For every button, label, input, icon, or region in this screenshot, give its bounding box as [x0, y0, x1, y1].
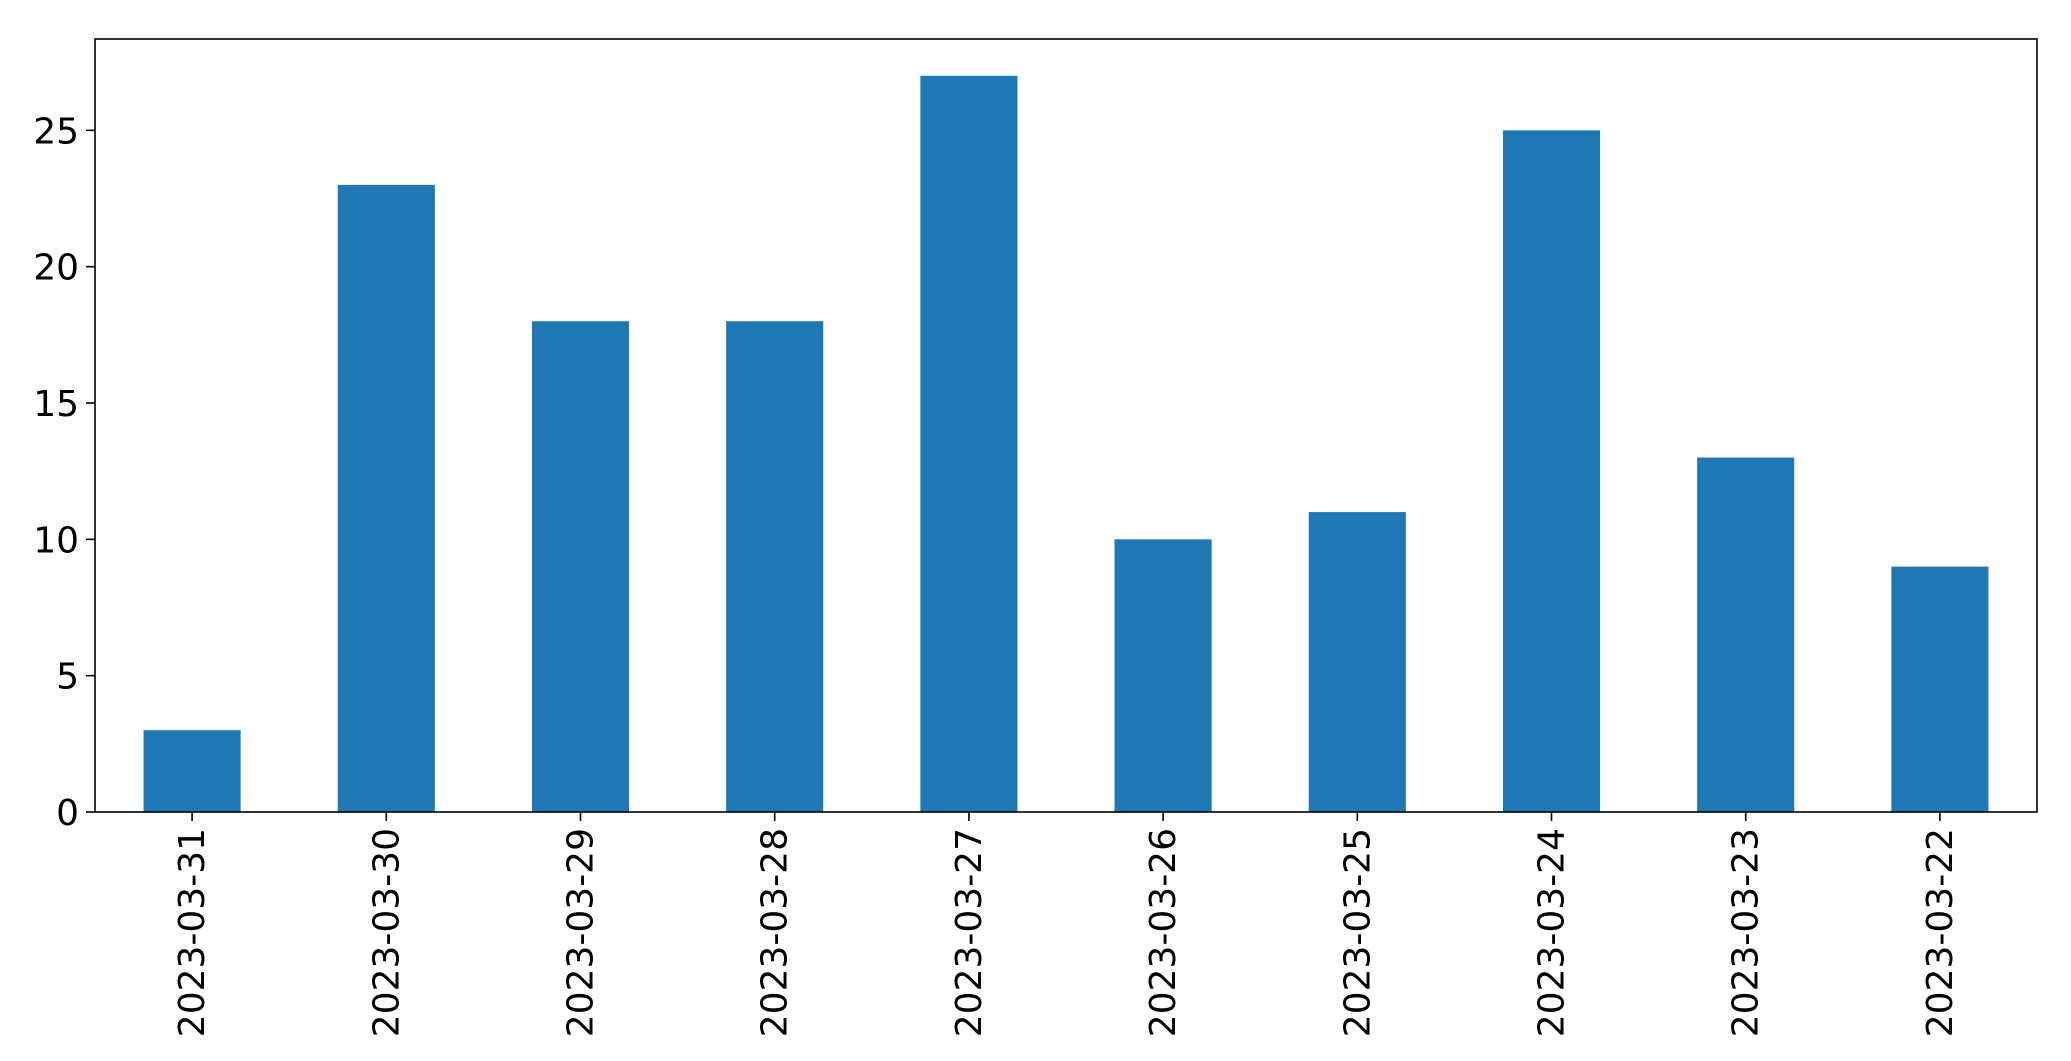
bar-2023-03-29 [531, 321, 630, 812]
bars-group [143, 75, 1989, 813]
x-tick-label: 2023-03-24 [1532, 828, 1573, 1037]
x-tick-label: 2023-03-22 [1920, 828, 1961, 1037]
bar-2023-03-26 [1114, 539, 1212, 812]
x-axis: 2023-03-31 2023-03-30 2023-03-29 2023-03-28… [172, 812, 1961, 1037]
bar-2023-03-25 [1308, 512, 1406, 812]
y-tick-label: 0 [56, 793, 79, 834]
bar-2023-03-28 [726, 321, 824, 812]
x-tick-label: 2023-03-30 [366, 828, 407, 1037]
x-tick-label: 2023-03-27 [949, 828, 990, 1037]
x-tick-label: 2023-03-29 [561, 828, 602, 1037]
y-tick-label: 10 [33, 520, 79, 561]
bar-2023-03-31 [143, 730, 241, 812]
y-tick-label: 15 [33, 384, 79, 425]
bar-2023-03-23 [1697, 457, 1795, 812]
bar-2023-03-30 [337, 184, 435, 813]
y-tick-label: 20 [33, 248, 79, 289]
y-tick-label: 25 [33, 111, 79, 152]
x-tick-label: 2023-03-23 [1726, 828, 1767, 1037]
x-tick-label: 2023-03-28 [755, 828, 796, 1037]
bar-2023-03-24 [1502, 130, 1601, 812]
y-axis: 0 5 10 15 20 25 [33, 111, 95, 834]
bar-2023-03-22 [1891, 566, 1989, 812]
x-tick-label: 2023-03-25 [1337, 828, 1378, 1037]
y-tick-label: 5 [56, 657, 79, 698]
bar-2023-03-27 [920, 75, 1018, 813]
plot-frame [94, 38, 2038, 813]
x-tick-label: 2023-03-26 [1143, 828, 1184, 1037]
x-tick-label: 2023-03-31 [172, 828, 213, 1037]
